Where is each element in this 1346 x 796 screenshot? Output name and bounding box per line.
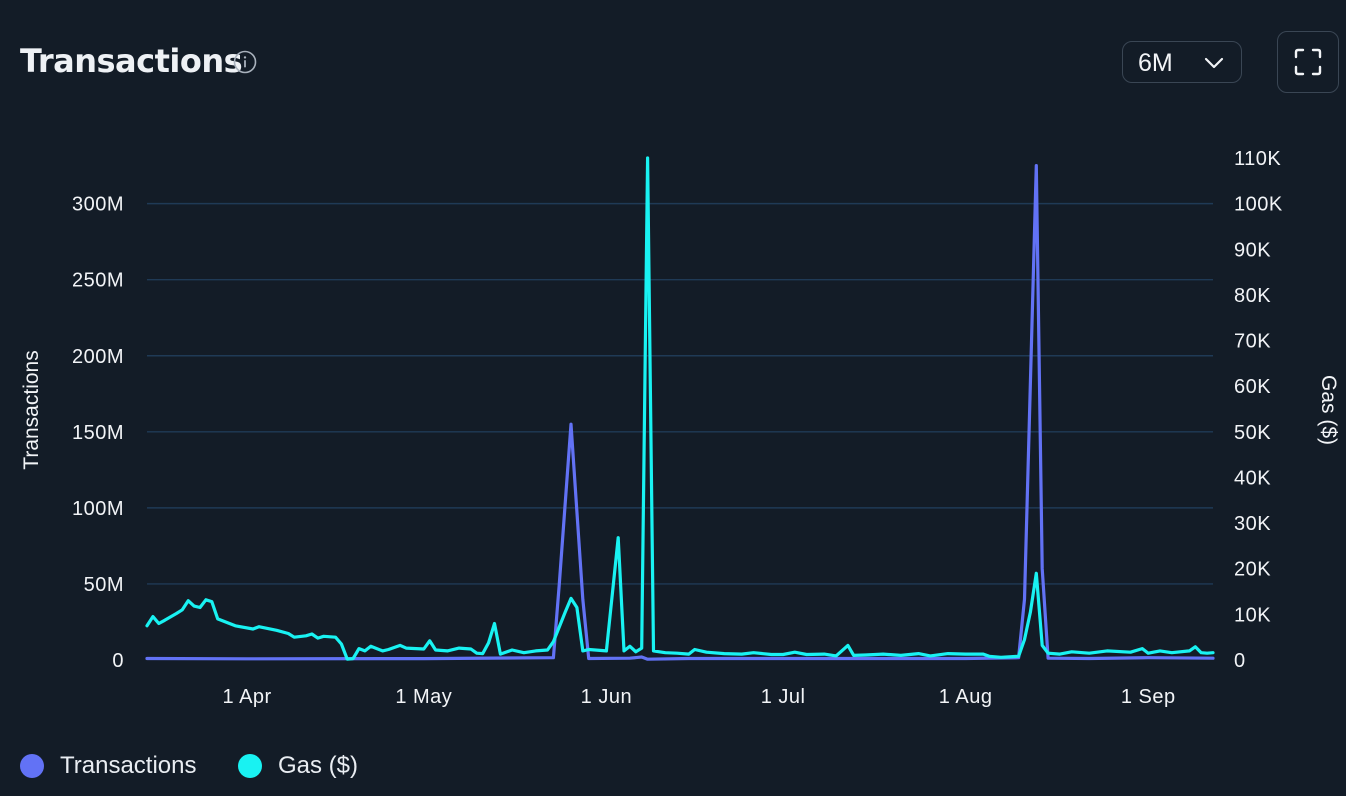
time-range-value: 6M: [1138, 49, 1173, 77]
left-tick-label: 200M: [72, 346, 124, 368]
left-tick-label: 250M: [72, 270, 124, 292]
chart-header: Transactions 6M: [0, 0, 1346, 120]
right-axis-label: Gas ($): [1317, 375, 1340, 445]
chevron-down-icon: [1204, 57, 1224, 69]
left-tick-label: 300M: [72, 194, 124, 216]
right-axis-ticks: 0 10K 20K 30K 40K 50K 60K 70K 80K 90K 100K 110K: [1234, 148, 1283, 672]
info-circle-icon[interactable]: [233, 50, 257, 74]
page-title: Transactions: [20, 42, 243, 80]
transactions-chart: 0 50M 100M 150M 200M 250M 300M 0 10K 20K 30K 40K 50…: [20, 148, 1340, 708]
right-tick-label: 80K: [1234, 285, 1271, 307]
left-axis-label: Transactions: [20, 350, 43, 469]
x-axis-ticks: 1 Apr 1 May 1 Jun 1 Jul 1 Aug 1 Sep: [223, 686, 1176, 708]
right-tick-label: 70K: [1234, 331, 1271, 353]
left-tick-label: 0: [112, 650, 124, 672]
x-tick-label: 1 Jul: [761, 686, 806, 708]
legend-label: Transactions: [60, 752, 197, 779]
time-range-select[interactable]: 6M: [1122, 41, 1242, 83]
right-tick-label: 10K: [1234, 604, 1271, 626]
right-tick-label: 20K: [1234, 559, 1271, 581]
right-tick-label: 50K: [1234, 422, 1271, 444]
transactions-series-line: [145, 163, 1215, 661]
right-tick-label: 40K: [1234, 467, 1271, 489]
legend-swatch-gas: [238, 754, 262, 778]
left-axis-ticks: 0 50M 100M 150M 200M 250M 300M: [72, 194, 124, 672]
right-tick-label: 100K: [1234, 194, 1283, 216]
right-tick-label: 110K: [1234, 148, 1281, 170]
right-tick-label: 0: [1234, 650, 1246, 672]
left-tick-label: 150M: [72, 422, 124, 444]
x-tick-label: 1 Aug: [939, 686, 993, 708]
grid-lines: [147, 202, 1213, 585]
gas-series-line: [145, 156, 1215, 661]
right-tick-label: 90K: [1234, 239, 1271, 261]
right-tick-label: 30K: [1234, 513, 1271, 535]
right-tick-label: 60K: [1234, 376, 1271, 398]
x-tick-label: 1 Jun: [581, 686, 632, 708]
fullscreen-icon: [1294, 48, 1322, 76]
series-lines: [145, 156, 1215, 661]
left-tick-label: 100M: [72, 498, 124, 520]
left-tick-label: 50M: [84, 574, 124, 596]
x-tick-label: 1 Sep: [1121, 686, 1176, 708]
legend-label: Gas ($): [278, 752, 359, 779]
x-tick-label: 1 Apr: [223, 686, 272, 708]
fullscreen-button[interactable]: [1277, 31, 1339, 93]
x-tick-label: 1 May: [395, 686, 452, 708]
legend-swatch-transactions: [20, 754, 44, 778]
